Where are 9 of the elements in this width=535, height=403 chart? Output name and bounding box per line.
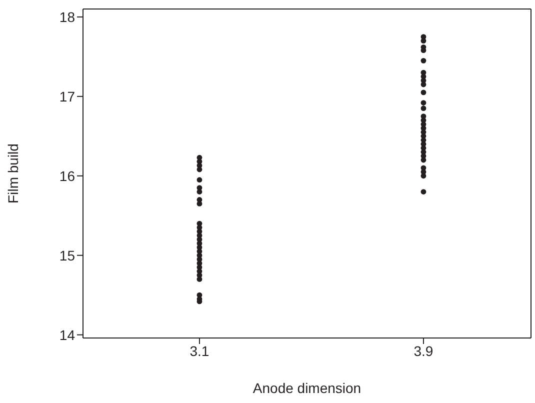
y-tick-label: 14	[59, 326, 76, 343]
y-axis-title: Film build	[4, 144, 21, 204]
x-tick-label: 3.9	[414, 342, 434, 359]
y-tick-label: 18	[59, 8, 76, 25]
y-tick-label: 16	[59, 168, 76, 184]
x-axis-title: Anode dimension	[252, 380, 362, 396]
x-tick-label: 3.1	[190, 342, 210, 359]
y-tick-label: 15	[59, 247, 76, 264]
y-tick-label: 17	[59, 88, 76, 104]
